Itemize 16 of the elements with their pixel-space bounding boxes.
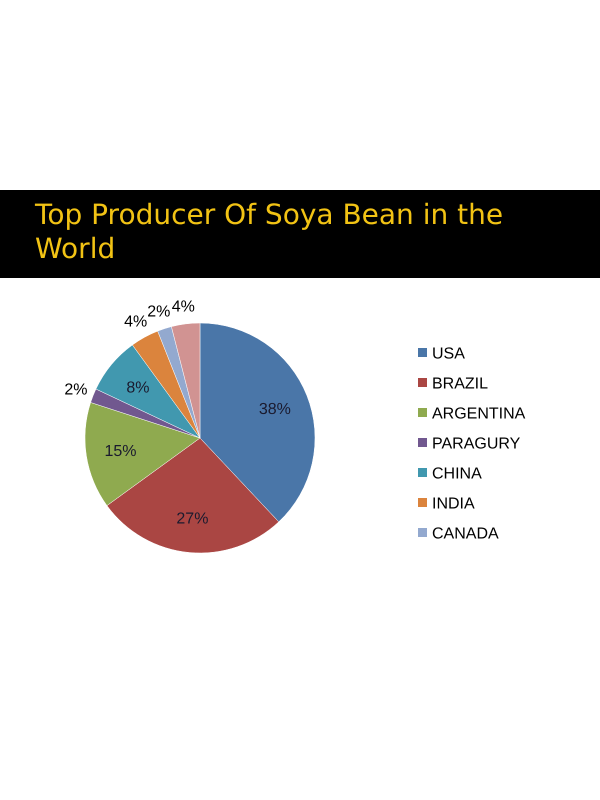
legend-label: USA <box>432 346 466 363</box>
data-label: 2% <box>64 381 88 398</box>
data-label: 15% <box>104 443 137 460</box>
data-label: 4% <box>172 298 195 316</box>
legend-label: INDIA <box>432 496 475 513</box>
data-label: 8% <box>126 379 150 396</box>
legend-label: BRAZIL <box>432 376 488 393</box>
data-label: 2% <box>147 304 170 321</box>
legend-label: CHINA <box>432 466 482 483</box>
legend-label: PARAGURY <box>432 436 521 453</box>
legend-label: ARGENTINA <box>432 406 526 423</box>
data-label: 4% <box>124 314 148 331</box>
data-label: 38% <box>258 400 291 418</box>
data-label: 27% <box>176 510 208 528</box>
chart-title: Top Producer Of Soya Bean in the World <box>34 198 504 265</box>
legend-label: CANADA <box>432 526 500 543</box>
